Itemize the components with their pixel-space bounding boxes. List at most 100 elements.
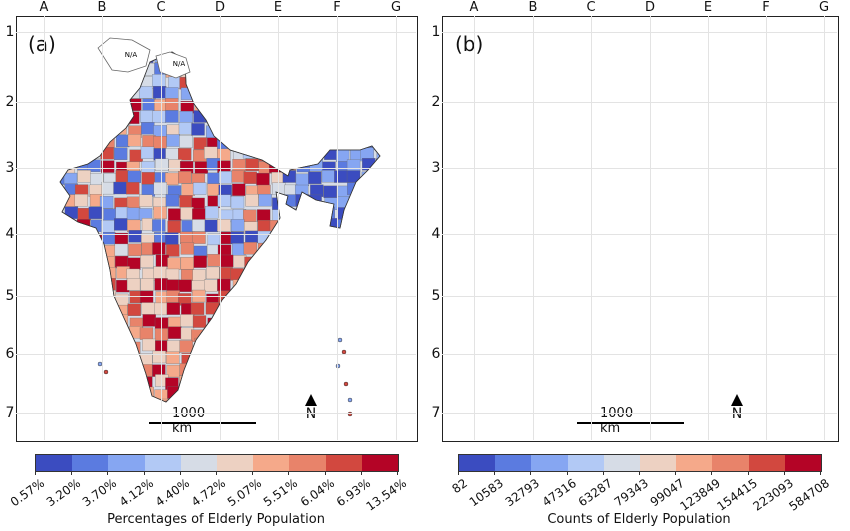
district-a-535 <box>336 268 351 281</box>
colorbar-tick-9-a <box>324 471 326 475</box>
district-a-140 <box>113 101 127 114</box>
row-label-2-b: 2 <box>431 94 441 110</box>
district-a-671 <box>349 329 363 342</box>
district-a-71 <box>270 62 284 75</box>
district-a-493 <box>140 255 154 268</box>
district-a-433 <box>61 230 76 243</box>
north-label-a: N <box>305 406 317 422</box>
district-a-413 <box>152 219 166 232</box>
colorbar-tick-7-b <box>675 471 677 475</box>
district-a-110 <box>74 88 88 101</box>
district-a-785 <box>76 386 90 399</box>
district-a-316 <box>295 173 310 187</box>
district-a-694 <box>298 338 312 351</box>
colorbar-tick-5-a <box>179 471 181 475</box>
district-a-807 <box>361 388 375 402</box>
district-a-514 <box>64 268 78 282</box>
district-a-180 <box>282 112 296 125</box>
district-a-330 <box>126 182 140 195</box>
colorbar-tick-11-a <box>397 471 398 475</box>
district-a-427 <box>337 219 351 232</box>
district-a-756 <box>60 376 64 389</box>
district-a-56 <box>76 61 90 75</box>
district-a-328 <box>101 181 115 195</box>
district-a-672 <box>361 327 376 341</box>
district-a-506 <box>310 255 324 268</box>
district-a-700 <box>374 339 380 352</box>
district-a-509 <box>349 257 363 270</box>
district-a-82 <box>63 76 77 90</box>
na-region-1-a <box>97 37 151 73</box>
district-a-680 <box>115 339 129 353</box>
grid-line-row-1-b <box>442 32 837 33</box>
district-a-699 <box>362 339 376 353</box>
district-a-495 <box>167 257 181 270</box>
district-a-138 <box>89 98 103 111</box>
district-a-216 <box>60 134 62 147</box>
district-a-485 <box>387 244 400 256</box>
district-a-394 <box>256 209 271 222</box>
district-a-783 <box>60 389 65 402</box>
district-a-401 <box>348 206 362 219</box>
district-a-677 <box>74 339 89 352</box>
colorbar-segment-9-a <box>325 455 362 471</box>
district-a-303 <box>127 170 141 184</box>
district-a-739 <box>179 363 193 376</box>
district-a-797 <box>232 388 246 401</box>
district-a-476 <box>272 243 286 256</box>
district-a-417 <box>204 219 219 233</box>
district-a-101 <box>309 77 323 90</box>
district-a-116 <box>152 86 167 99</box>
district-a-386 <box>153 206 167 219</box>
district-a-373 <box>337 196 351 209</box>
district-a-729 <box>60 364 63 377</box>
district-a-768 <box>204 375 219 389</box>
district-a-502 <box>259 257 273 270</box>
column-label-e-a: E <box>273 0 283 15</box>
district-a-304 <box>141 172 155 185</box>
district-a-448 <box>257 230 271 244</box>
district-a-828 <box>284 400 298 402</box>
grid-line-col-e-b <box>708 16 709 440</box>
district-a-810 <box>60 400 64 402</box>
district-a-162 <box>60 112 65 125</box>
district-a-607 <box>219 303 233 317</box>
district-a-563 <box>349 280 364 293</box>
district-a-512 <box>387 255 400 267</box>
district-a-169 <box>140 110 154 123</box>
district-a-324 <box>60 184 62 197</box>
district-a-681 <box>127 341 141 355</box>
district-a-812 <box>75 400 89 402</box>
district-a-2 <box>75 52 90 53</box>
district-a-594 <box>60 304 63 318</box>
district-a-540 <box>60 280 63 293</box>
grid-line-col-a-a <box>44 16 45 440</box>
district-a-267 <box>360 147 374 160</box>
district-a-767 <box>194 374 208 387</box>
district-a-508 <box>337 257 351 270</box>
district-a-136 <box>63 98 78 111</box>
district-a-465 <box>128 243 142 257</box>
district-a-475 <box>257 243 272 256</box>
district-a-12 <box>206 52 220 54</box>
district-a-510 <box>362 254 377 267</box>
district-a-212 <box>350 124 364 137</box>
district-a-428 <box>347 220 361 233</box>
district-a-170 <box>152 110 166 123</box>
district-a-159 <box>361 98 375 111</box>
colorbar-segment-3-a <box>108 455 145 471</box>
district-a-513 <box>60 266 64 279</box>
row-label-2-a: 2 <box>5 94 15 110</box>
district-a-534 <box>322 266 336 279</box>
grid-line-row-1-a <box>16 32 416 33</box>
grid-line-col-a-b <box>474 16 475 440</box>
district-a-222 <box>127 134 142 147</box>
district-a-23 <box>349 40 362 52</box>
district-a-549 <box>166 279 180 292</box>
district-a-188 <box>386 113 399 125</box>
scale-bar-b <box>577 422 684 424</box>
district-a-809 <box>387 389 400 401</box>
colorbar-tick-8-a <box>288 471 290 475</box>
district-a-615 <box>324 304 338 318</box>
district-a-474 <box>243 242 257 255</box>
